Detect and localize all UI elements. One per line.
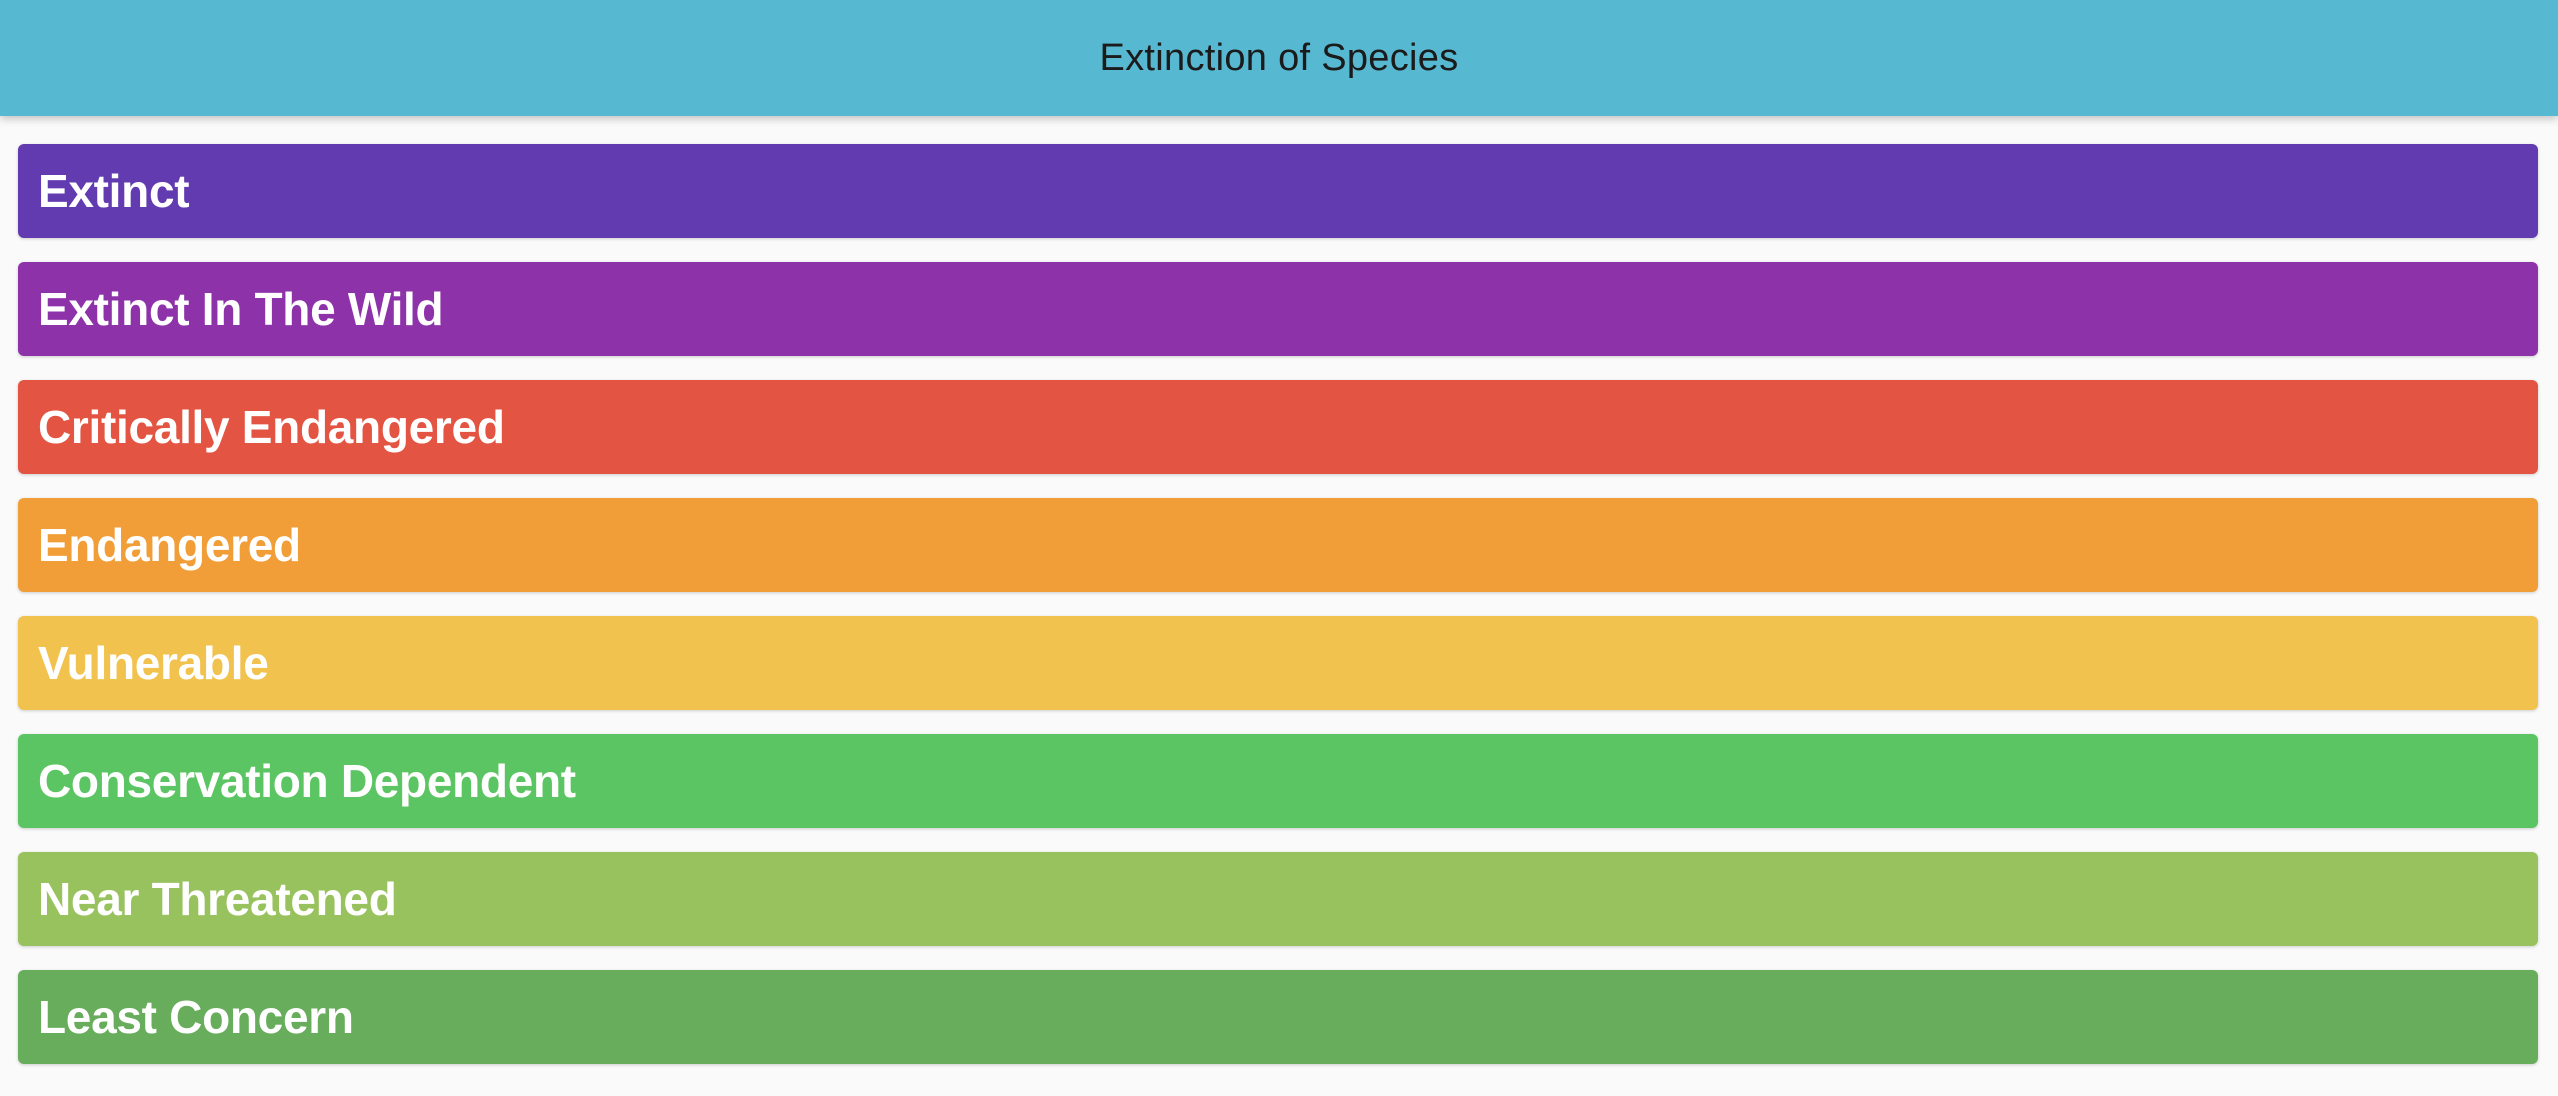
status-label: Endangered — [38, 519, 301, 571]
status-card-least-concern[interactable]: Least Concern — [18, 970, 2538, 1064]
status-label: Least Concern — [38, 991, 354, 1043]
page-title: Extinction of Species — [1099, 36, 1459, 79]
status-card-endangered[interactable]: Endangered — [18, 498, 2538, 592]
status-list: Extinct Extinct In The Wild Critically E… — [18, 144, 2538, 1088]
status-label: Critically Endangered — [38, 401, 505, 453]
status-card-conservation-dependent[interactable]: Conservation Dependent — [18, 734, 2538, 828]
status-card-critically-endangered[interactable]: Critically Endangered — [18, 380, 2538, 474]
status-label: Vulnerable — [38, 637, 269, 689]
app-bar: Extinction of Species — [0, 0, 2558, 116]
status-label: Extinct — [38, 165, 190, 217]
status-label: Near Threatened — [38, 873, 397, 925]
status-card-extinct-in-the-wild[interactable]: Extinct In The Wild — [18, 262, 2538, 356]
status-card-extinct[interactable]: Extinct — [18, 144, 2538, 238]
status-label: Conservation Dependent — [38, 755, 576, 807]
status-label: Extinct In The Wild — [38, 283, 444, 335]
status-card-near-threatened[interactable]: Near Threatened — [18, 852, 2538, 946]
status-card-vulnerable[interactable]: Vulnerable — [18, 616, 2538, 710]
